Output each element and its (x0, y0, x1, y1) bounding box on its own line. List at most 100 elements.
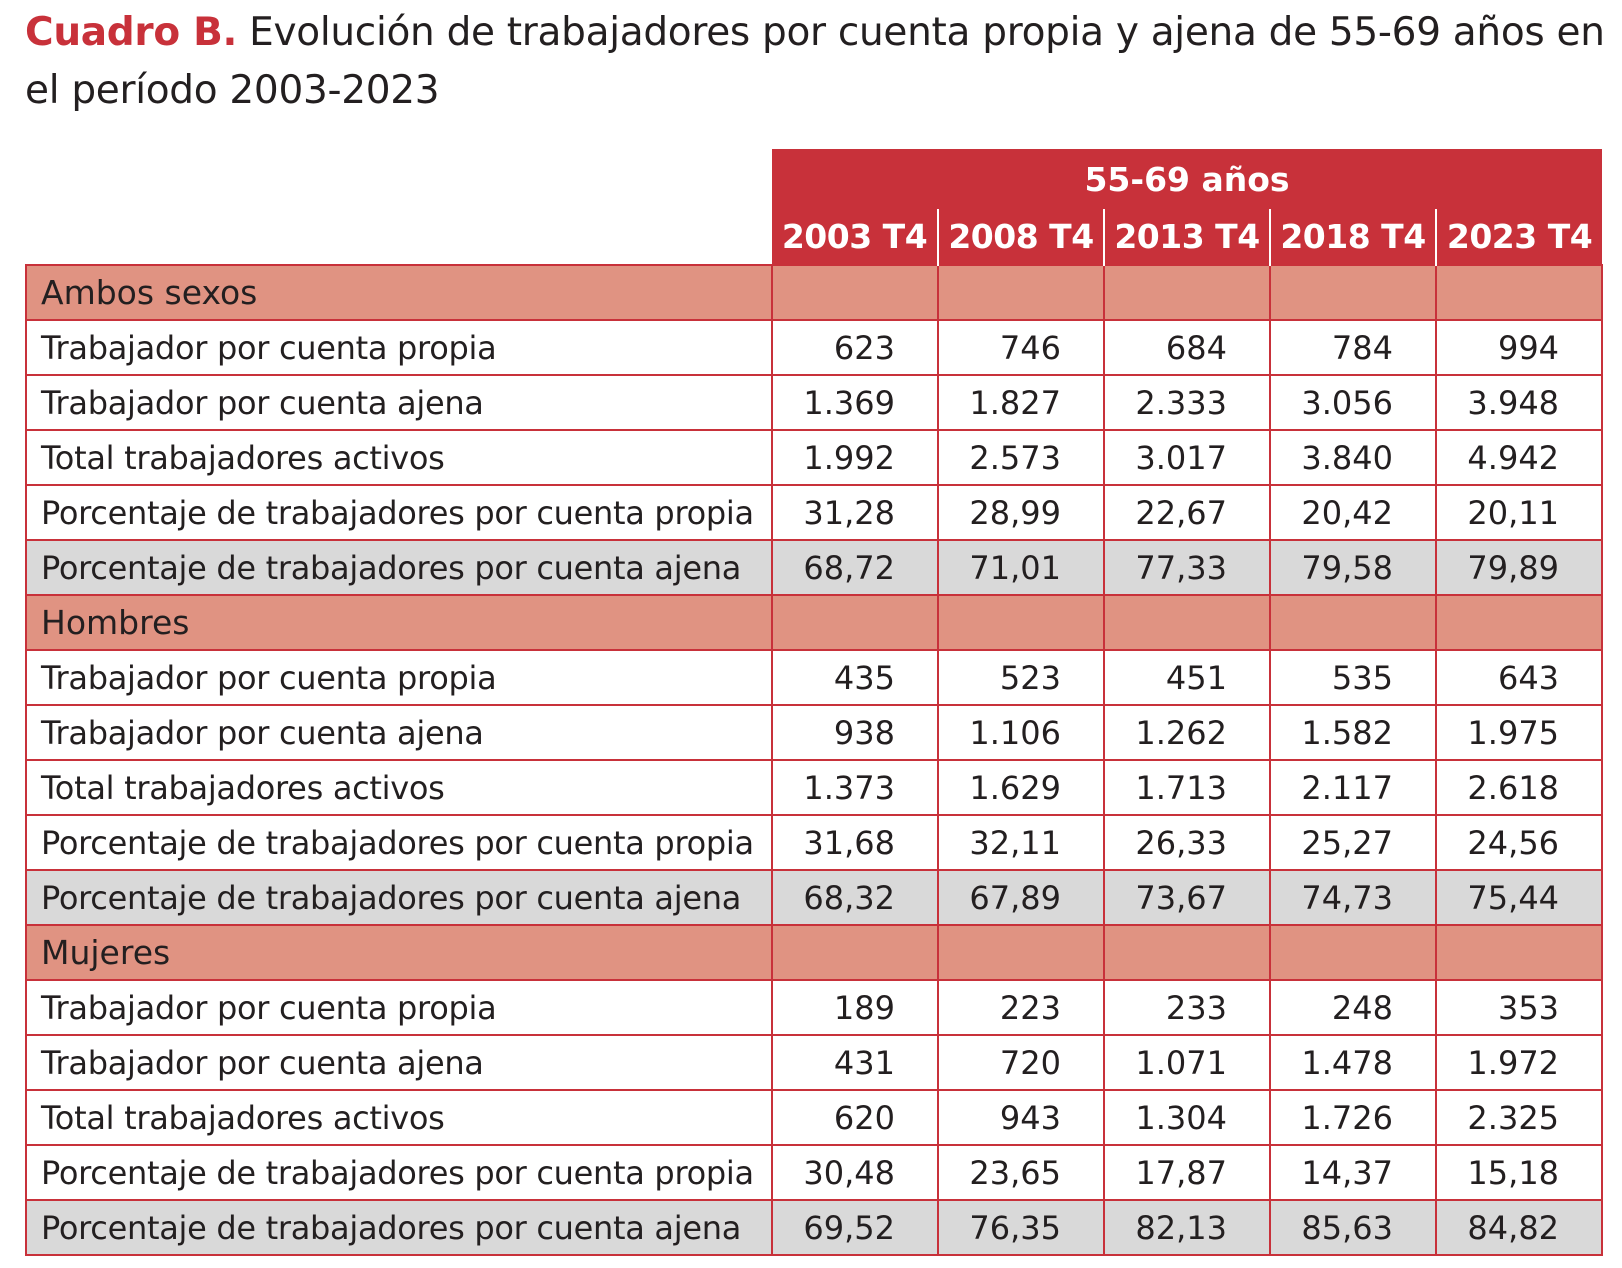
column-header: 2003 T4 (772, 209, 938, 265)
section-title: Hombres (25, 594, 773, 651)
row-label: Trabajador por cuenta propia (25, 979, 773, 1036)
value-cell: 24,56 (1434, 814, 1604, 871)
table-row: Porcentaje de trabajadores por cuenta aj… (25, 869, 1604, 926)
value-cell: 28,99 (937, 484, 1105, 541)
row-label: Trabajador por cuenta propia (25, 649, 773, 706)
value-cell: 14,37 (1269, 1144, 1437, 1201)
section-cell (771, 264, 939, 321)
table-header: 55-69 años 2003 T4 2008 T4 2013 T4 2018 … (26, 149, 1603, 265)
value-cell: 2.325 (1434, 1089, 1604, 1146)
row-label: Trabajador por cuenta ajena (25, 704, 773, 761)
value-cell: 1.478 (1269, 1034, 1437, 1091)
row-label: Total trabajadores activos (25, 1089, 773, 1146)
value-cell: 189 (771, 979, 939, 1036)
value-cell: 79,89 (1434, 539, 1604, 596)
value-cell: 2.618 (1434, 759, 1604, 816)
section-cell (771, 924, 939, 981)
row-label: Total trabajadores activos (25, 759, 773, 816)
value-cell: 620 (771, 1089, 939, 1146)
value-cell: 31,28 (771, 484, 939, 541)
column-header: 2018 T4 (1269, 209, 1436, 265)
value-cell: 3.948 (1434, 374, 1604, 431)
table-row: Total trabajadores activos 1.373 1.629 1.71… (25, 759, 1604, 816)
table-row: Trabajador por cuenta propia 623 746 684 784… (25, 319, 1604, 376)
value-cell: 31,68 (771, 814, 939, 871)
value-cell: 79,58 (1269, 539, 1437, 596)
column-header: 2023 T4 (1434, 209, 1603, 265)
title-label: Cuadro B. (25, 10, 238, 55)
value-cell: 784 (1269, 319, 1437, 376)
section-cell (1269, 924, 1437, 981)
value-cell: 17,87 (1103, 1144, 1271, 1201)
row-label: Trabajador por cuenta propia (25, 319, 773, 376)
value-cell: 353 (1434, 979, 1604, 1036)
value-cell: 523 (937, 649, 1105, 706)
row-label: Trabajador por cuenta ajena (25, 374, 773, 431)
value-cell: 32,11 (937, 814, 1105, 871)
section-title: Ambos sexos (25, 264, 773, 321)
value-cell: 69,52 (771, 1199, 939, 1256)
value-cell: 76,35 (937, 1199, 1105, 1256)
value-cell: 74,73 (1269, 869, 1437, 926)
table-row: Porcentaje de trabajadores por cuenta pr… (25, 1144, 1604, 1201)
value-cell: 623 (771, 319, 939, 376)
value-cell: 67,89 (937, 869, 1105, 926)
row-label: Porcentaje de trabajadores por cuenta aj… (25, 1199, 773, 1256)
section-row: Hombres (25, 594, 1604, 651)
value-cell: 1.304 (1103, 1089, 1271, 1146)
value-cell: 85,63 (1269, 1199, 1437, 1256)
section-cell (937, 594, 1105, 651)
value-cell: 1.106 (937, 704, 1105, 761)
value-cell: 451 (1103, 649, 1271, 706)
section-cell (1269, 594, 1437, 651)
table-body: Ambos sexos Trabajador por cuenta propia 6… (25, 264, 1604, 1256)
value-cell: 1.373 (771, 759, 939, 816)
value-cell: 943 (937, 1089, 1105, 1146)
value-cell: 4.942 (1434, 429, 1604, 486)
value-cell: 684 (1103, 319, 1271, 376)
table-row: Total trabajadores activos 620 943 1.304 1.7… (25, 1089, 1604, 1146)
value-cell: 68,32 (771, 869, 939, 926)
section-cell (1434, 264, 1604, 321)
table-row: Trabajador por cuenta propia 435 523 451 535… (25, 649, 1604, 706)
value-cell: 3.017 (1103, 429, 1271, 486)
row-label: Total trabajadores activos (25, 429, 773, 486)
value-cell: 3.840 (1269, 429, 1437, 486)
value-cell: 77,33 (1103, 539, 1271, 596)
value-cell: 994 (1434, 319, 1604, 376)
value-cell: 938 (771, 704, 939, 761)
value-cell: 25,27 (1269, 814, 1437, 871)
row-label: Trabajador por cuenta ajena (25, 1034, 773, 1091)
value-cell: 223 (937, 979, 1105, 1036)
value-cell: 1.629 (937, 759, 1105, 816)
value-cell: 643 (1434, 649, 1604, 706)
row-label: Porcentaje de trabajadores por cuenta aj… (25, 539, 773, 596)
value-cell: 431 (771, 1034, 939, 1091)
value-cell: 73,67 (1103, 869, 1271, 926)
value-cell: 82,13 (1103, 1199, 1271, 1256)
value-cell: 2.333 (1103, 374, 1271, 431)
value-cell: 233 (1103, 979, 1271, 1036)
header-blank (26, 149, 772, 265)
value-cell: 15,18 (1434, 1144, 1604, 1201)
value-cell: 84,82 (1434, 1199, 1604, 1256)
value-cell: 1.726 (1269, 1089, 1437, 1146)
section-title: Mujeres (25, 924, 773, 981)
section-cell (1103, 594, 1271, 651)
data-table: 55-69 años 2003 T4 2008 T4 2013 T4 2018 … (25, 149, 1604, 1256)
value-cell: 720 (937, 1034, 1105, 1091)
title-text: Evolución de trabajadores por cuenta pro… (25, 10, 1605, 113)
value-cell: 20,42 (1269, 484, 1437, 541)
value-cell: 2.573 (937, 429, 1105, 486)
section-cell (937, 264, 1105, 321)
column-header: 2008 T4 (937, 209, 1104, 265)
table-row: Porcentaje de trabajadores por cuenta aj… (25, 539, 1604, 596)
section-cell (771, 594, 939, 651)
row-label: Porcentaje de trabajadores por cuenta pr… (25, 1144, 773, 1201)
column-header: 2013 T4 (1103, 209, 1270, 265)
section-cell (1103, 264, 1271, 321)
value-cell: 26,33 (1103, 814, 1271, 871)
table-row: Total trabajadores activos 1.992 2.573 3.01… (25, 429, 1604, 486)
table-row: Trabajador por cuenta ajena 431 720 1.071 1.… (25, 1034, 1604, 1091)
value-cell: 1.262 (1103, 704, 1271, 761)
